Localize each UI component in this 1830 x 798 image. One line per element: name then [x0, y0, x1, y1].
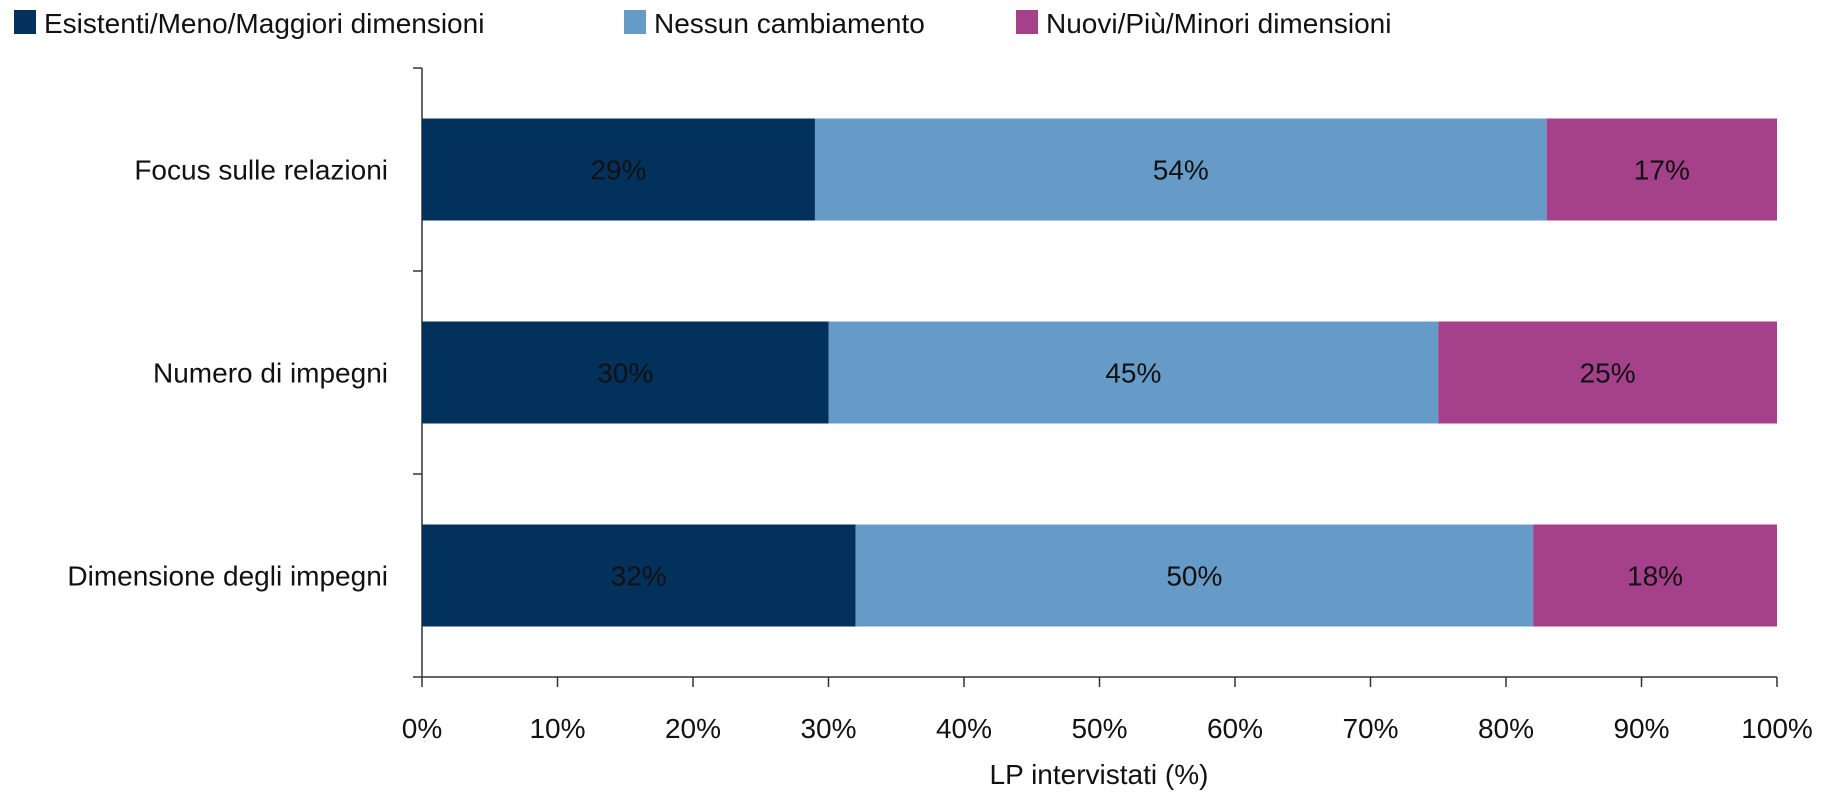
- y-tick-label: Numero di impegni: [153, 358, 388, 389]
- data-label: 17%: [1634, 155, 1690, 186]
- data-label: 54%: [1153, 155, 1209, 186]
- data-label: 45%: [1105, 358, 1161, 389]
- data-label: 32%: [611, 561, 667, 592]
- y-tick-label: Focus sulle relazioni: [134, 155, 388, 186]
- y-tick-label: Dimensione degli impegni: [67, 561, 388, 592]
- x-tick-label: 60%: [1207, 713, 1263, 744]
- x-tick-label: 90%: [1613, 713, 1669, 744]
- x-tick-label: 40%: [936, 713, 992, 744]
- x-tick-label: 20%: [665, 713, 721, 744]
- bars: 29% 54% 17% 30% 45% 25% 32% 50% 18%: [422, 118, 1777, 627]
- data-label: 29%: [590, 155, 646, 186]
- x-tick-label: 10%: [529, 713, 585, 744]
- x-tick-label: 50%: [1071, 713, 1127, 744]
- legend-label-1: Nessun cambiamento: [654, 8, 925, 39]
- x-tick-label: 0%: [402, 713, 442, 744]
- data-label: 18%: [1627, 561, 1683, 592]
- bar-segment: [1546, 118, 1777, 221]
- data-label: 25%: [1580, 358, 1636, 389]
- bar-segment: [422, 524, 856, 627]
- axes: 0% 10% 20% 30% 40% 50% 60% 70% 80% 90% 100% Focus s…: [67, 67, 1813, 744]
- bar-segment: [422, 321, 829, 424]
- legend-label-0: Esistenti/Meno/Maggiori dimensioni: [44, 8, 484, 39]
- bar-segment: [855, 524, 1534, 627]
- data-label: 30%: [597, 358, 653, 389]
- legend-swatch-0: [14, 10, 36, 34]
- bar-segment: [1438, 321, 1777, 424]
- legend-label-2: Nuovi/Più/Minori dimensioni: [1046, 8, 1391, 39]
- legend-swatch-1: [624, 10, 646, 34]
- data-label: 50%: [1166, 561, 1222, 592]
- bar-segment: [1533, 524, 1777, 627]
- legend-swatch-2: [1016, 10, 1038, 34]
- bar-segment: [422, 118, 815, 221]
- legend: Esistenti/Meno/Maggiori dimensioni Nessun…: [14, 8, 1391, 39]
- bar-segment: [828, 321, 1439, 424]
- x-axis-title: LP intervistati (%): [990, 759, 1209, 790]
- bar-segment: [814, 118, 1547, 221]
- x-tick-label: 30%: [800, 713, 856, 744]
- x-tick-label: 80%: [1478, 713, 1534, 744]
- x-tick-label: 100%: [1741, 713, 1813, 744]
- x-tick-label: 70%: [1342, 713, 1398, 744]
